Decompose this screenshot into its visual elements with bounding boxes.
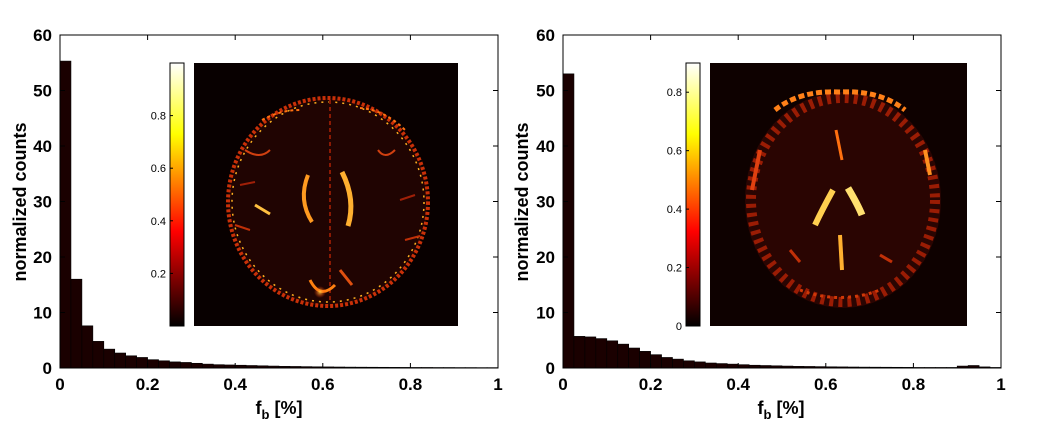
y-tick-label: 10	[33, 304, 52, 323]
x-tick-label: 0.2	[639, 375, 663, 394]
colorbar-tick-label: 0.6	[151, 163, 166, 175]
x-tick-label: 0.8	[399, 375, 423, 394]
x-tick-label: 0.4	[726, 375, 750, 394]
chart-panel-right: 0 10 20 30 40 50 60 0 0.2 0.4 0.6 0.8 1 normalized …	[512, 26, 1006, 422]
x-axis-label-main: f	[256, 398, 263, 418]
histogram-bar	[114, 352, 126, 369]
y-tick-label: 40	[33, 137, 52, 156]
x-axis-label-right: fb [%]	[758, 398, 805, 422]
colorbar-tick-label: 0.4	[667, 204, 682, 216]
histogram-bar	[628, 347, 640, 369]
colorbar-ticks-right: 0 0.2 0.4 0.6 0.8	[667, 87, 689, 333]
x-axis-label-left: fb [%]	[256, 398, 303, 422]
x-tick-label: 0	[55, 375, 64, 394]
x-ticks-left: 0 0.2 0.4 0.6 0.8 1	[55, 35, 503, 394]
y-tick-label: 20	[33, 248, 52, 267]
x-axis-label-main: f	[758, 398, 765, 418]
chart-panel-left: 0 10 20 30 40 50 60 0 0.2 0.4 0.6 0.8 1 normalized …	[10, 26, 503, 422]
histogram-bar	[158, 360, 170, 369]
colorbar-gradient	[685, 62, 701, 327]
histogram-bar	[639, 351, 651, 369]
x-tick-label: 0	[558, 375, 567, 394]
y-ticks-right: 0 10 20 30 40 50 60	[536, 26, 1001, 378]
histogram-bar	[705, 362, 717, 369]
histogram-bar	[169, 361, 181, 369]
y-tick-label: 50	[536, 82, 555, 101]
y-tick-label: 0	[546, 359, 555, 378]
histogram-bar	[562, 73, 575, 369]
histogram-bar	[59, 60, 72, 369]
histogram-bar	[694, 361, 706, 369]
bars-left	[59, 60, 499, 369]
histogram-bar	[136, 357, 148, 369]
x-axis-label-sub: b	[764, 407, 772, 422]
colorbar-ticks-left: 0.2 0.4 0.6 0.8	[151, 111, 173, 280]
colorbar-tick-label: 0.6	[667, 146, 682, 158]
x-tick-label: 1	[493, 375, 502, 394]
histogram-bar	[147, 359, 159, 369]
histogram-bar	[606, 340, 619, 369]
x-tick-label: 1	[996, 375, 1005, 394]
histogram-bar	[70, 278, 83, 369]
histogram-bar	[125, 355, 137, 369]
x-tick-label: 0.6	[311, 375, 335, 394]
histogram-bar	[103, 348, 116, 369]
bars-right	[562, 73, 1002, 369]
x-tick-label: 0.4	[223, 375, 247, 394]
histogram-bar	[672, 358, 684, 369]
y-tick-label: 40	[536, 137, 555, 156]
x-tick-label: 0.8	[902, 375, 926, 394]
histogram-bar	[92, 341, 105, 369]
histogram-bar	[683, 360, 695, 369]
y-tick-label: 20	[536, 248, 555, 267]
histogram-bar	[81, 325, 94, 369]
x-tick-label: 0.6	[814, 375, 838, 394]
histogram-bar	[617, 343, 629, 369]
colorbar-tick-label: 0.8	[151, 111, 166, 123]
histogram-bar	[650, 354, 662, 369]
x-ticks-right: 0 0.2 0.4 0.6 0.8 1	[558, 35, 1006, 394]
colorbar-tick-label: 0.4	[151, 216, 166, 228]
histogram-bar	[726, 363, 739, 369]
x-axis-label-unit: [%]	[274, 398, 302, 418]
colorbar-right: 0 0.2 0.4 0.6 0.8	[667, 62, 701, 333]
brain-map-right	[710, 63, 967, 326]
histogram-bar	[202, 363, 214, 369]
y-tick-label: 50	[33, 82, 52, 101]
x-axis-label-sub: b	[262, 407, 270, 422]
y-tick-label: 60	[536, 26, 555, 45]
y-axis-label-right: normalized counts	[512, 122, 532, 281]
colorbar-tick-label: 0.2	[151, 268, 166, 280]
histogram-bar	[180, 362, 192, 369]
histogram-bar	[584, 336, 597, 369]
y-tick-label: 60	[33, 26, 52, 45]
colorbar-gradient	[169, 62, 185, 327]
histogram-bar	[573, 336, 586, 369]
histogram-bar	[715, 363, 728, 369]
histogram-bar	[595, 338, 608, 369]
colorbar-left: 0.2 0.4 0.6 0.8	[151, 62, 185, 327]
histogram-bar	[661, 357, 673, 369]
colorbar-tick-label: 0.8	[667, 87, 682, 99]
brain-map-left	[194, 63, 458, 326]
histogram-bar	[191, 362, 203, 369]
y-ticks-left: 0 10 20 30 40 50 60	[33, 26, 498, 378]
y-axis-label-left: normalized counts	[10, 122, 30, 281]
y-tick-label: 10	[536, 304, 555, 323]
colorbar-tick-label: 0.2	[667, 263, 682, 275]
y-tick-label: 0	[43, 359, 52, 378]
x-tick-label: 0.2	[136, 375, 160, 394]
y-tick-label: 30	[536, 193, 555, 212]
x-axis-label-unit: [%]	[776, 398, 804, 418]
y-tick-label: 30	[33, 193, 52, 212]
colorbar-tick-label: 0	[676, 321, 682, 333]
